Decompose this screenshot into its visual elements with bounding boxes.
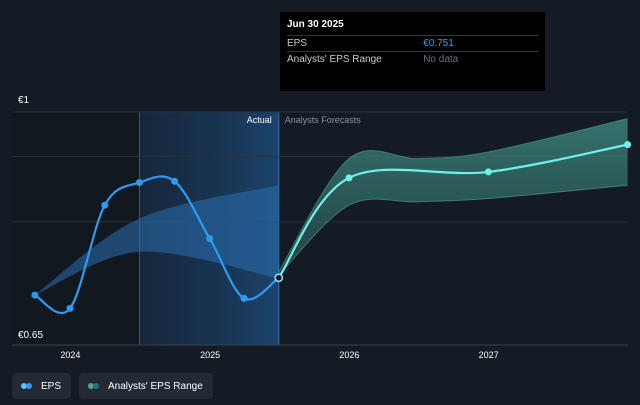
x-tick-label: 2025	[200, 350, 220, 360]
eps-point-5	[206, 234, 214, 242]
range-high-edge	[278, 118, 628, 273]
actual-eps-range-band	[34, 185, 279, 296]
eps-point-4	[171, 177, 179, 185]
y-axis-bottom-label: €0.65	[18, 330, 44, 341]
x-tick-label: 2024	[60, 350, 80, 360]
eps-point-6	[240, 294, 248, 302]
eps-forecast-line	[277, 143, 628, 279]
eps-point-2	[101, 201, 109, 209]
eps-line	[34, 175, 280, 315]
legend-eps-label: EPS	[41, 380, 62, 392]
eps-point-7	[274, 273, 284, 283]
tooltip-range-value: No data	[423, 54, 459, 65]
analysts-forecasts-label: Analysts Forecasts	[285, 115, 362, 125]
x-tick-label: 2027	[479, 350, 499, 360]
tooltip-row-range: Analysts' EPS Range No data	[287, 51, 538, 67]
forecast-point-2	[484, 168, 492, 176]
analysts-eps-range-band	[278, 118, 628, 276]
actual-label: Actual	[247, 115, 272, 125]
legend-eps-button[interactable]: EPS	[12, 373, 72, 399]
tooltip-eps-value: €0.751	[423, 38, 454, 49]
eps-legend-icon	[21, 383, 33, 389]
eps-point-1	[66, 304, 74, 312]
chart-tooltip: Jun 30 2025 EPS €0.751 Analysts' EPS Ran…	[280, 12, 545, 91]
tooltip-row-eps: EPS €0.751	[287, 35, 538, 51]
range-low-edge	[278, 184, 628, 276]
chart-legend: EPS Analysts' EPS Range	[12, 373, 213, 399]
range-legend-icon	[88, 383, 100, 389]
forecast-point-3	[624, 141, 632, 149]
tooltip-range-label: Analysts' EPS Range	[287, 54, 382, 65]
y-axis-top-label: €1	[18, 95, 30, 106]
legend-range-button[interactable]: Analysts' EPS Range	[79, 373, 213, 399]
x-tick-label: 2026	[339, 350, 359, 360]
legend-range-label: Analysts' EPS Range	[108, 380, 203, 392]
tooltip-eps-label: EPS	[287, 38, 308, 49]
forecast-point-1	[345, 174, 353, 182]
eps-point-3	[135, 179, 143, 187]
eps-point-0	[31, 291, 39, 299]
tooltip-date: Jun 30 2025	[287, 19, 344, 30]
